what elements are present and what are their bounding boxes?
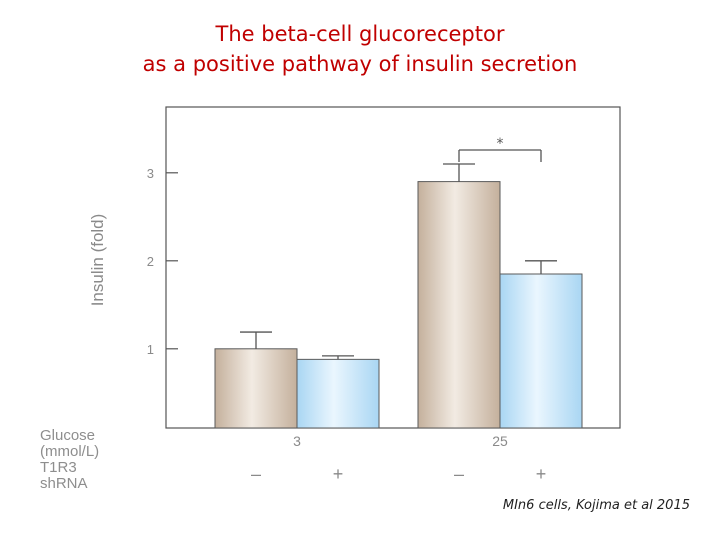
plot-frame xyxy=(165,106,621,429)
glucose-label: Glucose xyxy=(40,427,96,444)
glucose-value-label: 3 xyxy=(293,433,301,449)
bar-shrna xyxy=(296,358,380,429)
significance-bracket: * xyxy=(458,136,542,162)
y-tick-label: 3 xyxy=(147,166,154,181)
shrna-sign-label: + xyxy=(536,464,547,484)
bar-control xyxy=(214,348,298,429)
y-axis-label: Insulin (fold) xyxy=(88,214,107,307)
shrna-row-label: T1R3 shRNA xyxy=(40,460,88,492)
bar-series xyxy=(214,163,583,429)
shrna-sign-label: – xyxy=(454,464,464,484)
shrna-sign-label: – xyxy=(251,464,261,484)
chart-title-line-1: The beta-cell glucoreceptor xyxy=(215,22,505,46)
glucose-value-label: 25 xyxy=(492,433,508,449)
shrna-sign-label: + xyxy=(333,464,344,484)
y-axis-ticks: 1 2 3 xyxy=(147,166,178,357)
bar-control xyxy=(417,181,501,429)
t1r3-label: T1R3 xyxy=(40,459,77,476)
significance-marker: * xyxy=(497,136,504,152)
glucose-row-label: Glucose (mmol/L) xyxy=(40,428,99,460)
y-tick-label: 1 xyxy=(147,342,154,357)
bar-shrna xyxy=(499,273,583,429)
glucose-unit-label: (mmol/L) xyxy=(40,443,100,460)
shrna-label: shRNA xyxy=(40,475,88,492)
x-axis-labels: – +3 – +25 xyxy=(251,433,546,484)
source-credit: MIn6 cells, Kojima et al 2015 xyxy=(502,498,690,513)
y-tick-label: 2 xyxy=(147,254,154,269)
chart-title-line-2: as a positive pathway of insulin secreti… xyxy=(142,52,578,76)
